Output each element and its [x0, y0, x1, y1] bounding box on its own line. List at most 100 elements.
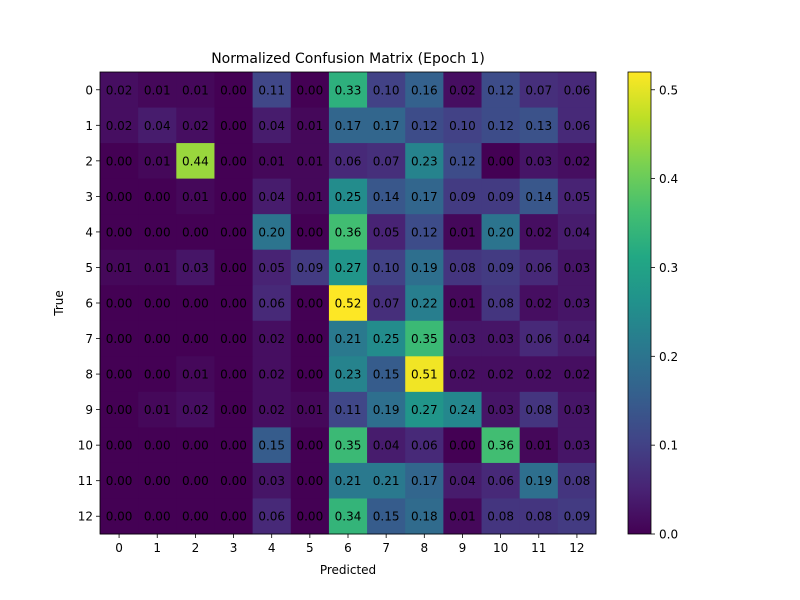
cell-value-label: 0.00: [144, 225, 171, 239]
heatmap-cell: [100, 498, 139, 535]
heatmap-cell: [214, 72, 254, 109]
heatmap-cell: [138, 107, 177, 144]
cell-value-label: 0.05: [373, 225, 400, 239]
heatmap-cell: [290, 391, 330, 428]
cell-value-label: 0.10: [449, 119, 476, 133]
cell-value-label: 0.00: [220, 368, 247, 382]
heatmap-cell: [138, 178, 177, 215]
heatmap-cell: [367, 462, 406, 499]
heatmap-cell: [519, 143, 559, 180]
cell-value-label: 0.00: [144, 474, 171, 488]
heatmap-cell: [367, 391, 406, 428]
heatmap-cell: [290, 178, 330, 215]
heatmap-cell: [443, 462, 483, 499]
cell-value-label: 0.02: [106, 83, 133, 97]
chart-title: Normalized Confusion Matrix (Epoch 1): [211, 51, 485, 67]
cell-value-label: 0.23: [335, 368, 362, 382]
cell-value-label: 0.03: [525, 154, 552, 168]
y-tick-label: 5: [85, 261, 93, 275]
heatmap-cell: [328, 72, 368, 109]
heatmap-cell: [252, 107, 292, 144]
heatmap-cell: [290, 320, 330, 357]
cell-value-label: 0.10: [373, 261, 400, 275]
cell-value-label: 0.00: [220, 332, 247, 346]
cell-value-label: 0.34: [335, 510, 362, 524]
heatmap-cell: [519, 320, 559, 357]
heatmap-cell: [290, 498, 330, 535]
x-tick-label: 0: [115, 541, 123, 555]
cell-value-label: 0.00: [106, 368, 133, 382]
cell-value-label: 0.06: [258, 297, 285, 311]
heatmap-cell: [443, 427, 483, 464]
cell-value-label: 0.00: [449, 439, 476, 453]
heatmap-cell: [290, 214, 330, 251]
heatmap-cell: [100, 249, 139, 286]
x-tick-label: 4: [268, 541, 276, 555]
heatmap-cell: [557, 249, 597, 286]
heatmap-cell: [405, 143, 444, 180]
cell-value-label: 0.02: [564, 368, 591, 382]
heatmap-cell: [100, 214, 139, 251]
cell-value-label: 0.25: [373, 332, 400, 346]
cell-value-label: 0.01: [182, 368, 209, 382]
heatmap-cell: [100, 462, 139, 499]
heatmap-cell: [519, 356, 559, 393]
cell-value-label: 0.00: [296, 439, 323, 453]
cell-value-label: 0.00: [296, 368, 323, 382]
heatmap-cell: [100, 143, 139, 180]
heatmap-cell: [100, 356, 139, 393]
heatmap-cell: [519, 214, 559, 251]
cell-value-label: 0.00: [220, 154, 247, 168]
x-tick-label: 7: [382, 541, 390, 555]
cell-value-label: 0.02: [258, 368, 285, 382]
heatmap-cell: [252, 249, 292, 286]
heatmap-cell: [328, 143, 368, 180]
y-tick-label: 2: [85, 154, 93, 168]
x-axis-ticks: 0 1 2 3 4 5 6 7 8 9 10 11 12: [115, 534, 585, 555]
heatmap-cell: [290, 143, 330, 180]
y-tick-label: 9: [85, 403, 93, 417]
heatmap-cell: [557, 143, 597, 180]
x-tick-label: 5: [306, 541, 314, 555]
cell-value-label: 0.07: [525, 83, 552, 97]
heatmap-cell: [176, 427, 215, 464]
heatmap-cell: [405, 320, 444, 357]
heatmap-cell: [405, 462, 444, 499]
cell-value-label: 0.03: [564, 403, 591, 417]
cell-value-label: 0.03: [258, 474, 285, 488]
cell-value-label: 0.19: [525, 474, 552, 488]
cell-value-label: 0.12: [449, 154, 476, 168]
heatmap-cell: [176, 178, 215, 215]
heatmap-cell: [138, 427, 177, 464]
cell-value-label: 0.09: [449, 190, 476, 204]
heatmap-cell: [519, 72, 559, 109]
colorbar-tick-label: 0.3: [659, 261, 678, 275]
heatmap-cell: [405, 285, 444, 322]
heatmap-cell: [252, 498, 292, 535]
y-tick-label: 3: [85, 190, 93, 204]
cell-value-label: 0.01: [258, 154, 285, 168]
colorbar-tick-label: 0.4: [659, 172, 678, 186]
heatmap-cell: [100, 107, 139, 144]
heatmap-cell: [176, 249, 215, 286]
heatmap-cell: [367, 356, 406, 393]
cell-value-label: 0.04: [564, 225, 591, 239]
heatmap-cell: [481, 462, 521, 499]
y-tick-label: 4: [85, 225, 93, 239]
cell-value-label: 0.00: [296, 83, 323, 97]
heatmap-cell: [100, 391, 139, 428]
heatmap-cell: [519, 462, 559, 499]
heatmap-cell: [367, 107, 406, 144]
heatmap-cells: [100, 72, 597, 535]
heatmap-cell: [481, 498, 521, 535]
cell-value-label: 0.00: [106, 190, 133, 204]
cell-value-label: 0.00: [487, 154, 514, 168]
cell-value-label: 0.04: [144, 119, 171, 133]
cell-value-label: 0.35: [335, 439, 362, 453]
heatmap-cell: [481, 391, 521, 428]
cell-value-label: 0.01: [525, 439, 552, 453]
heatmap-cell: [367, 249, 406, 286]
cell-value-label: 0.00: [182, 332, 209, 346]
colorbar-ticks: 0.0 0.1 0.2 0.3 0.4 0.5: [651, 83, 678, 542]
y-tick-label: 6: [85, 297, 93, 311]
